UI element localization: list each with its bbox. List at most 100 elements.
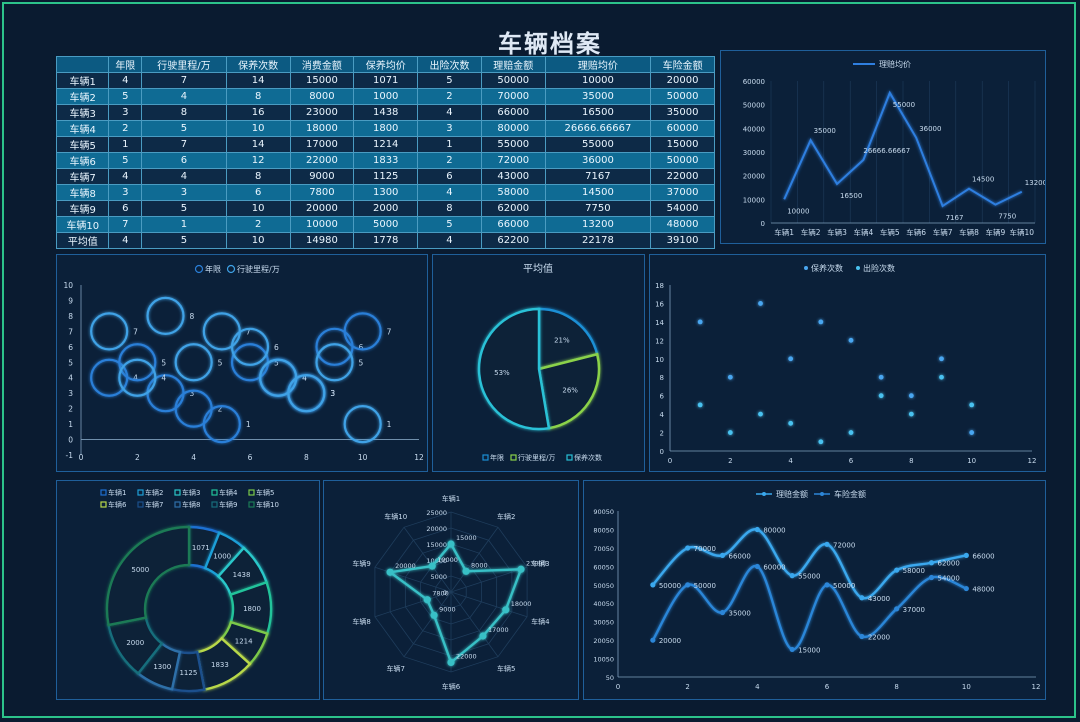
bubble	[90, 312, 129, 351]
scatter-point	[758, 411, 763, 417]
scatter-point	[818, 439, 824, 445]
table-row: 车辆3 3 8 16 23000 1438 4 66000 16500 35000	[55, 104, 715, 121]
x-tick-label: 12	[1032, 683, 1041, 691]
table-cell: 16500	[544, 104, 652, 121]
table-cell: 23000	[289, 104, 355, 121]
table-cell: 5000	[353, 216, 419, 233]
series-line	[651, 565, 967, 651]
data-label: 1071	[192, 544, 210, 552]
data-label: 1300	[153, 663, 171, 671]
scatter-point	[697, 319, 703, 325]
table-cell: 36000	[544, 152, 652, 169]
table-cell: 8000	[289, 88, 355, 105]
radar-point	[447, 658, 455, 666]
table-cell: 车辆2	[55, 88, 110, 105]
x-tick-label: 车辆6	[906, 227, 926, 237]
y-tick-label: 9	[68, 296, 73, 305]
radar-spoke	[450, 591, 528, 618]
data-label: 1	[246, 420, 251, 429]
y-tick-label: 0	[660, 448, 664, 456]
table-cell: 车辆5	[55, 136, 110, 153]
chart-title: 平均值	[523, 262, 553, 275]
bubble	[118, 343, 157, 382]
data-label: 15000	[798, 646, 820, 654]
table-cell: 5	[141, 200, 227, 217]
data-label: 6	[359, 343, 364, 352]
data-label: 4	[133, 374, 138, 383]
pie-slice	[537, 307, 599, 371]
data-label: 1800	[243, 605, 261, 613]
table-cell: 35000	[544, 88, 652, 105]
table-cell: 17000	[289, 136, 355, 153]
y-tick-label: 10	[63, 281, 73, 290]
table-cell: 车辆4	[55, 120, 110, 137]
bubble-chart-panel: -1 0 1 2 3 4 5 6 7 8 9 10 0 2 4 6 8 10 12 4 5 3 2 1 5 4 3 6 7 7 4 8 5 7 6 4…	[56, 254, 428, 472]
table-cell: 8	[225, 88, 291, 105]
legend-label: 车辆7	[145, 500, 163, 509]
table-cell: 50000	[650, 88, 715, 105]
axis-category-label: 车辆1	[442, 494, 460, 503]
table-cell: 14	[225, 136, 291, 153]
table-cell: 7	[141, 72, 227, 89]
series-line	[783, 90, 1023, 208]
table-cell: 50000	[650, 152, 715, 169]
table-cell: 2	[417, 88, 482, 105]
table-cell: 8	[141, 104, 227, 121]
legend-label: 车辆10	[256, 500, 279, 509]
data-label: 26%	[562, 386, 578, 394]
scatter-point	[758, 301, 763, 306]
data-label: 70000	[694, 545, 716, 553]
data-label: 35000	[814, 127, 836, 135]
legend-swatch	[100, 489, 107, 496]
data-label: 10000	[437, 556, 458, 564]
radar-spoke	[374, 591, 452, 618]
scatter-point	[969, 430, 975, 435]
table-header-row: 年限 行驶里程/万 保养次数 消费金额 保养均价 出险次数 理赔金额 理赔均价 车险金额	[55, 56, 715, 73]
table-cell: 5	[417, 72, 482, 89]
legend-label: 年限	[490, 453, 504, 462]
x-tick-label: 12	[414, 453, 424, 462]
y-tick-label: 10050	[593, 656, 614, 664]
table-cell: 1125	[353, 168, 419, 185]
column-header: 行驶里程/万	[141, 56, 227, 73]
table-cell: 车辆7	[55, 168, 110, 185]
table-cell: 62200	[480, 232, 546, 249]
table-cell: 2	[417, 152, 482, 169]
table-cell: 2	[225, 216, 291, 233]
y-tick-label: 70050	[593, 545, 614, 553]
data-label: 4	[302, 374, 307, 383]
legend-swatch	[211, 501, 218, 508]
series-point	[685, 545, 691, 551]
x-tick-label: 车辆10	[1010, 227, 1035, 237]
scatter-point	[908, 393, 914, 399]
scatter-panel: 0 2 4 6 8 10 12 14 16 18 0 2 4 6 8 10 12 保养次数 出险次数	[649, 254, 1046, 472]
radar-point	[428, 562, 436, 570]
data-label: 60000	[763, 563, 785, 571]
scatter-point	[727, 430, 733, 435]
y-tick-label: 60050	[593, 563, 614, 571]
y-tick-label: 6	[660, 393, 665, 401]
data-label: 62000	[938, 560, 960, 568]
column-header: 保养均价	[353, 56, 419, 73]
data-label: 8000	[471, 561, 488, 569]
legend-label: 行驶里程/万	[518, 453, 555, 462]
data-label: 36000	[919, 125, 941, 133]
column-header: 消费金额	[289, 56, 355, 73]
scatter-point	[848, 337, 854, 343]
x-tick-label: 4	[191, 453, 196, 462]
legend-label: 车辆4	[219, 488, 238, 497]
radar-spoke	[403, 591, 452, 657]
y-tick-label: 50050	[593, 582, 614, 590]
legend-label: 车辆9	[219, 500, 237, 509]
data-label: 1125	[179, 669, 197, 677]
x-tick-label: 6	[825, 683, 830, 691]
legend-swatch	[510, 454, 517, 461]
table-cell: 2	[108, 120, 143, 137]
y-tick-label: 10000	[743, 196, 765, 204]
legend-swatch	[856, 266, 860, 270]
r-tick-label: 15000	[426, 541, 447, 549]
scatter-point	[939, 374, 944, 380]
legend-label: 出险次数	[863, 263, 895, 273]
data-label: 55000	[893, 101, 915, 109]
y-tick-label: 20050	[593, 637, 614, 645]
